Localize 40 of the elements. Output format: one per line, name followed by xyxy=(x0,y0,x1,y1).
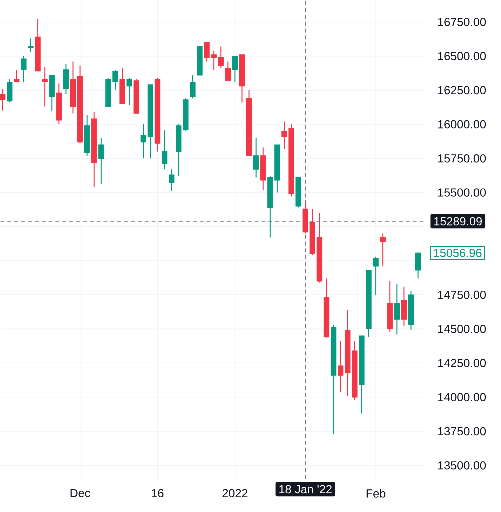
y-tick-label: 16500.00 xyxy=(438,52,486,60)
candlestick xyxy=(225,61,231,82)
candlestick xyxy=(63,64,69,96)
y-tick-label: 14250.00 xyxy=(438,359,486,368)
candlestick xyxy=(14,69,20,83)
candlestick xyxy=(394,284,400,336)
candlestick xyxy=(415,252,422,280)
candlestick xyxy=(0,88,6,112)
x-tick-label: Feb xyxy=(366,489,386,498)
y-tick-label: 14000.00 xyxy=(438,393,486,402)
y-tick-label: 16250.00 xyxy=(438,86,486,95)
candlestick xyxy=(380,233,386,267)
x-tick-label: 16 xyxy=(152,489,164,498)
y-tick-label: 14500.00 xyxy=(438,325,486,334)
x-tick-label: 18 Jan '22 xyxy=(280,485,332,494)
candlestick xyxy=(98,138,104,186)
y-tick-label: 15750.00 xyxy=(438,154,486,163)
candlestick xyxy=(21,56,27,83)
candlestick xyxy=(126,78,132,106)
candlestick xyxy=(232,56,238,83)
candlestick xyxy=(49,74,55,112)
y-tick-label: 16750.00 xyxy=(438,18,486,26)
y-tick-label: 14750.00 xyxy=(438,290,486,300)
candlestick xyxy=(253,138,260,178)
x-tick-label: 2022 xyxy=(222,489,248,498)
candlestick xyxy=(190,74,196,100)
ref-line-label: 15289.09 xyxy=(434,217,482,226)
y-tick-label: 15500.00 xyxy=(438,188,486,197)
candlestick xyxy=(401,286,407,327)
candlestick xyxy=(28,38,34,53)
y-tick-label: 16000.00 xyxy=(438,120,486,129)
candlestick xyxy=(6,79,13,104)
y-tick-label: 13500.00 xyxy=(438,461,486,470)
candlestick xyxy=(168,169,175,192)
candlestick xyxy=(162,130,168,170)
y-tick-label: 13750.00 xyxy=(438,427,486,436)
x-tick-label: Dec xyxy=(70,489,90,498)
candlestick xyxy=(373,256,379,296)
text: 15056.96 xyxy=(434,249,482,258)
candlestick xyxy=(42,66,48,108)
